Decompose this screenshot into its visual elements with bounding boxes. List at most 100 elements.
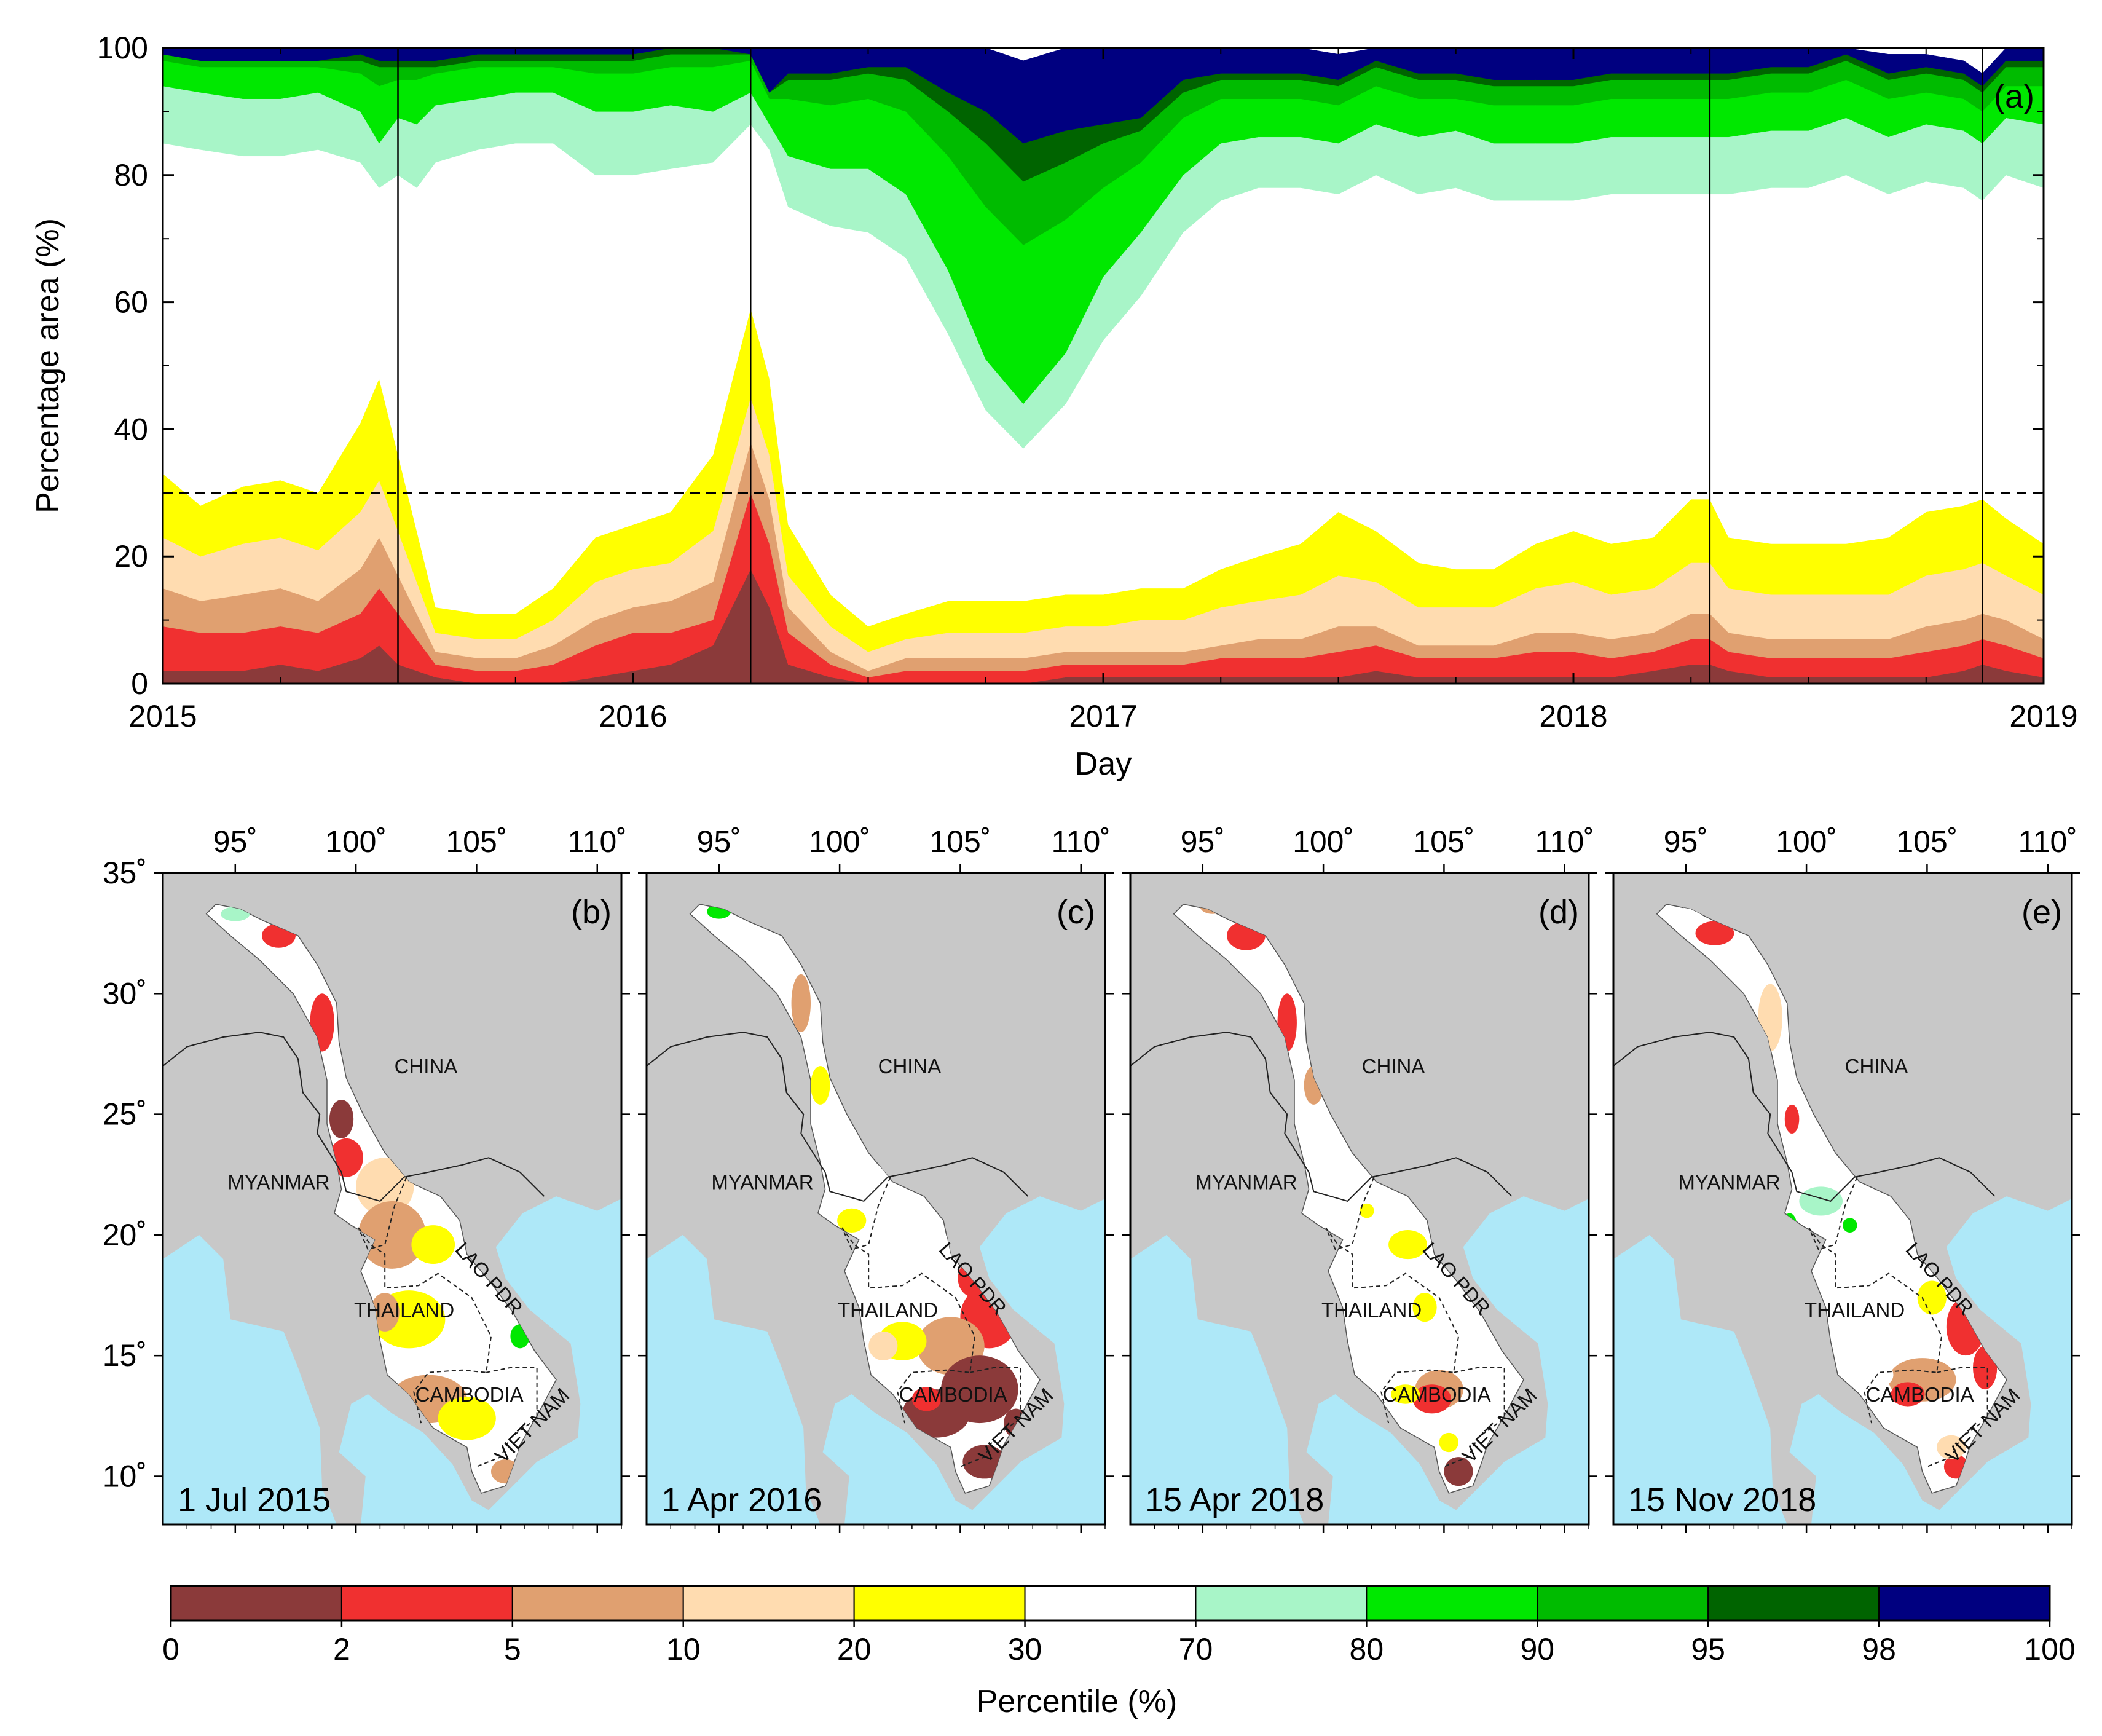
y-tick-label: 80 [114,158,148,192]
anomaly-patch [370,1293,400,1332]
colorbar-segment [1707,1585,1880,1621]
colorbar-segment [1366,1585,1538,1621]
lon-tick-label: 100˚ [325,824,387,859]
anomaly-patch [830,1160,888,1199]
anomaly-patch [1891,1382,1925,1407]
colorbar-tick-label: 5 [504,1632,521,1667]
lon-tick-label: 110˚ [1535,824,1594,859]
lon-tick-label: 95˚ [697,824,741,859]
anomaly-patch [1391,1384,1420,1404]
x-axis-label: Day [1075,746,1132,782]
lat-tick-label: 35˚ [103,856,147,890]
anomaly-patch [1412,1293,1437,1322]
colorbar-segment [1878,1585,2050,1621]
map-frame [162,872,623,1526]
anomaly-patch [1388,1230,1427,1260]
country-border [1808,1227,1943,1424]
y-tick-label: 100 [97,31,148,65]
colorbar-segment [511,1585,684,1621]
panel-date: 15 Nov 2018 [1628,1482,1816,1518]
colorbar-tick-label: 90 [1520,1632,1554,1667]
basin-anomaly-cells [1683,904,1998,1479]
anomaly-patch [329,1100,354,1138]
anomaly-patch [1843,1218,1857,1233]
colorbar-tick-label: 2 [333,1632,350,1667]
anomaly-patch [1444,1457,1473,1486]
sea [647,1196,1105,1525]
x-tick-label: 2019 [2009,699,2077,733]
anomaly-patch [1864,1362,1894,1387]
country-border [163,1032,545,1202]
y-tick-label: 0 [131,666,148,701]
lon-tick-label: 110˚ [568,824,627,859]
anomaly-patch [1799,1186,1843,1216]
country-border [1613,1032,1996,1202]
y-tick-label: 60 [114,285,148,320]
country-border [1927,1367,1988,1467]
lon-tick-label: 95˚ [1664,824,1708,859]
anomaly-patch [411,1225,455,1264]
lon-tick-label: 100˚ [1293,824,1354,859]
x-tick-label: 2017 [1069,699,1137,733]
country-border [647,1032,1029,1202]
map-frame [1129,872,1590,1526]
country-label: CAMBODIA [1866,1383,1974,1406]
country-label: CAMBODIA [899,1383,1007,1406]
percentile-colorbar: 0 2 5 10 20 30 70 80 90 95 98 100 [162,1585,2076,1667]
anomaly-patch [911,1387,942,1411]
anomaly-patch [1412,1384,1452,1414]
lat-tick-label: 10˚ [103,1459,147,1493]
y-tick-label: 20 [114,539,148,574]
lon-tick-label: 100˚ [1776,824,1837,859]
country-label: THAILAND [1321,1298,1422,1321]
panel-date: 1 Jul 2015 [178,1482,331,1518]
colorbar-segment [853,1585,1026,1621]
anomaly-patch [1360,1203,1374,1218]
country-label: CHINA [878,1055,942,1078]
lat-tick-label: 25˚ [103,1097,147,1132]
country-label: THAILAND [1805,1298,1905,1321]
colorbar-tick-label: 0 [162,1632,179,1667]
anomaly-patch [1917,1280,1947,1315]
colorbar-tick-label: 98 [1862,1632,1896,1667]
lat-tick-label: 30˚ [103,976,147,1011]
country-label: THAILAND [354,1298,454,1321]
panel-label: (e) [2021,894,2062,931]
y-axis-label: Percentage area (%) [30,218,66,513]
colorbar-segment [1024,1585,1197,1621]
country-label: THAILAND [838,1298,938,1321]
colorbar-tick-label: 100 [2024,1632,2075,1667]
lon-tick-label: 95˚ [1181,824,1225,859]
anomaly-patch [868,1331,898,1361]
anomaly-patch [791,974,811,1033]
country-border [1444,1367,1505,1467]
panel-label: (c) [1057,894,1095,931]
anomaly-patch [358,1201,426,1269]
country-label: CAMBODIA [1383,1383,1491,1406]
country-border [476,1367,538,1467]
colorbar-frame [170,1585,2051,1622]
panel-date: 15 Apr 2018 [1145,1482,1324,1518]
lat-tick-label: 20˚ [103,1218,147,1252]
country-label: MYANMAR [1195,1170,1297,1193]
sea [1613,1196,2072,1525]
lon-tick-label: 110˚ [1052,824,1111,859]
country-border [1325,1177,1375,1250]
lat-tick-label: 15˚ [103,1338,147,1373]
event-date-lines [397,48,1983,684]
colorbar-tick-label: 20 [837,1632,872,1667]
lon-tick-label: 110˚ [2018,824,2077,859]
country-label: MYANMAR [227,1170,329,1193]
anomaly-patch [1439,1432,1458,1453]
anomaly-patch [457,1290,487,1349]
colorbar-segment [170,1585,342,1621]
x-axis-ticks: 2015 2016 2017 2018 2019 [128,48,2078,733]
country-border [1808,1177,1858,1250]
colorbar-segment [1195,1585,1368,1621]
